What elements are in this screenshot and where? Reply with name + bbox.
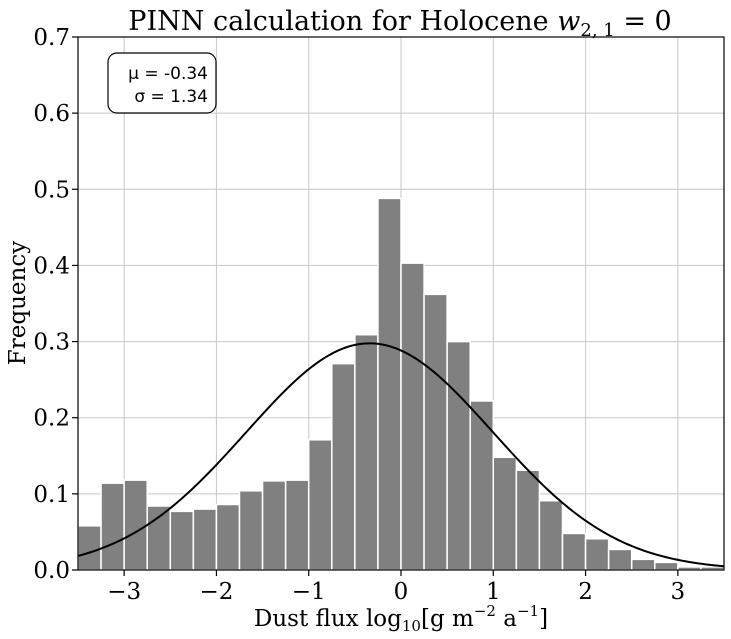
y-tick-label: 0.7: [33, 25, 70, 51]
histogram-bar: [238, 490, 264, 571]
y-tick-label: 0.4: [33, 253, 70, 279]
histogram-bar: [607, 548, 633, 571]
histogram-bar: [515, 469, 541, 571]
histogram-bar: [446, 340, 471, 571]
x-tick-label: −1: [292, 579, 326, 605]
y-tick-label: 0.1: [33, 482, 70, 508]
histogram-bars: [77, 197, 725, 571]
histogram-bar: [307, 439, 333, 571]
y-tick-label: 0.0: [33, 558, 70, 584]
x-axis-label: Dust flux log10[g m−2 a−1]: [254, 602, 548, 635]
grid-lines: [78, 37, 724, 570]
histogram-bar: [169, 510, 195, 571]
histogram-bar: [469, 400, 495, 571]
histogram-bar: [100, 482, 125, 571]
x-tick-label: 3: [671, 579, 686, 605]
histogram-bar: [354, 333, 379, 571]
histogram-bar: [284, 479, 310, 571]
histogram-bar: [630, 558, 656, 571]
y-axis-ticks: 0.0 0.1 0.2 0.3 0.4 0.5 0.6 0.7: [33, 25, 78, 584]
chart-title: PINN calculation for Holocene w2, 1 = 0: [128, 6, 671, 41]
sigma-label: σ = 1.34: [134, 87, 208, 107]
stats-annotation: μ = -0.34 σ = 1.34: [107, 52, 217, 114]
histogram-bar: [261, 480, 287, 571]
histogram-bar: [584, 538, 610, 571]
histogram-bar: [215, 503, 241, 571]
x-tick-label: 0: [394, 579, 409, 605]
histogram-bar: [192, 508, 218, 571]
histogram-bar: [146, 505, 172, 571]
x-tick-label: 1: [486, 579, 501, 605]
histogram-bar: [492, 456, 518, 571]
x-tick-label: −3: [107, 579, 141, 605]
y-axis-label: Frequency: [5, 241, 31, 365]
y-tick-label: 0.6: [33, 101, 70, 127]
histogram-bar: [331, 362, 356, 571]
y-tick-label: 0.5: [33, 177, 70, 203]
histogram-bar: [423, 293, 448, 571]
x-tick-label: −2: [199, 579, 233, 605]
normal-fit-curve: [77, 342, 725, 568]
annotation-box: [107, 52, 217, 114]
x-axis-ticks: −3 −2 −1 0 1 2 3: [107, 570, 685, 605]
histogram-bar: [538, 499, 564, 571]
y-tick-label: 0.3: [33, 330, 70, 356]
histogram-bar: [377, 197, 402, 571]
histogram-bar: [77, 525, 102, 571]
histogram-bar: [400, 262, 425, 571]
histogram-bar: [123, 479, 148, 571]
histogram-bar: [561, 532, 587, 571]
y-tick-label: 0.2: [33, 406, 70, 432]
mu-label: μ = -0.34: [128, 64, 208, 84]
histogram-bar: [654, 561, 679, 571]
x-tick-label: 2: [578, 579, 593, 605]
